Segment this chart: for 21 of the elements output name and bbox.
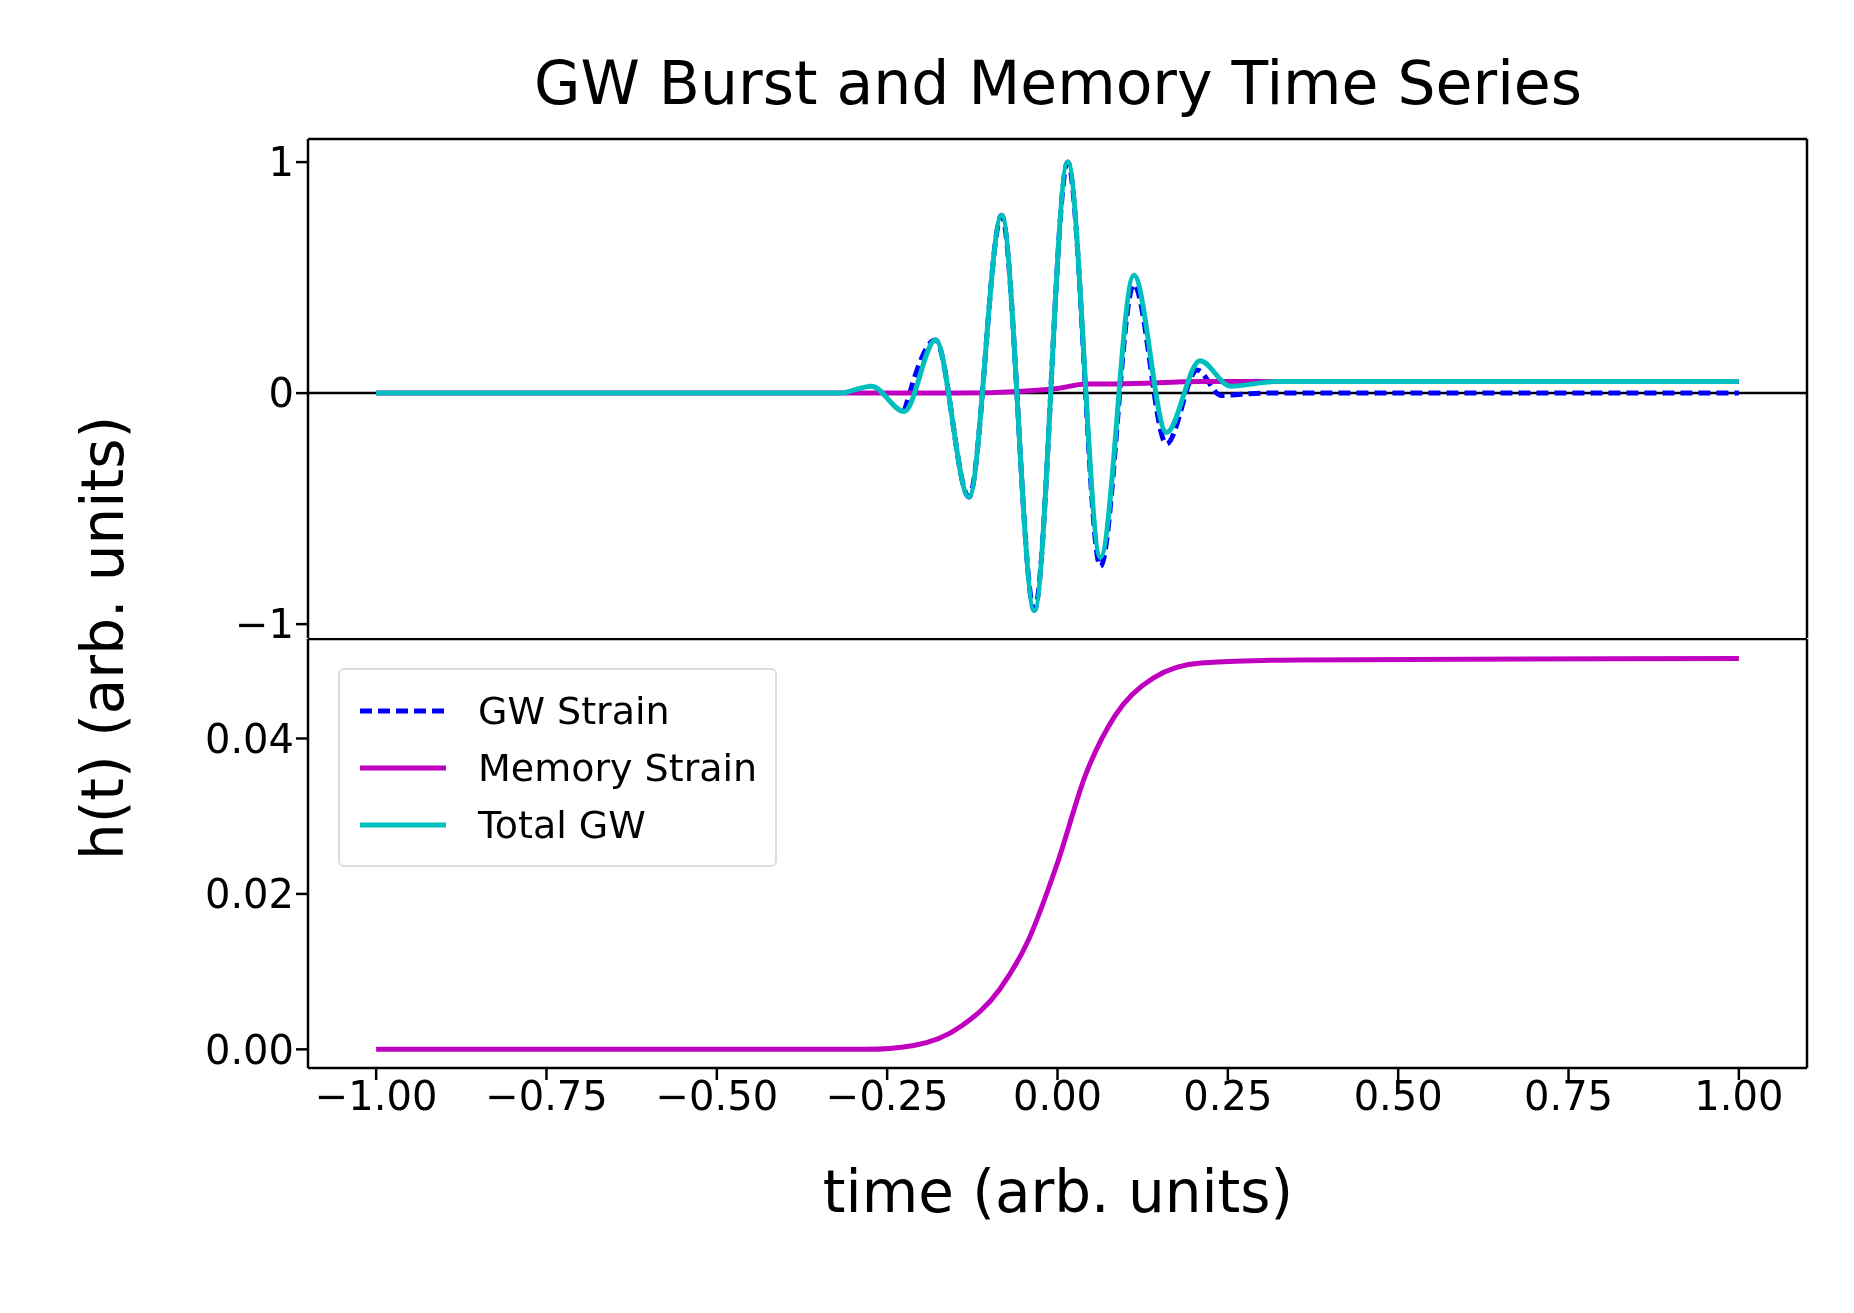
chart-title: GW Burst and Memory Time Series: [532, 48, 1584, 118]
legend-label: Total GW: [478, 802, 646, 847]
legend-label: GW Strain: [478, 688, 670, 733]
y-tick-label: 1: [268, 139, 294, 186]
x-tick-label: −1.00: [314, 1073, 438, 1120]
y-axis-title: h(t) (arb. units): [69, 415, 137, 861]
x-tick-label: 1.00: [1694, 1073, 1784, 1120]
x-tick-label: 0.00: [1012, 1073, 1103, 1120]
y-tick-label: 0.00: [204, 1026, 294, 1073]
x-tick-label: −0.25: [825, 1073, 949, 1120]
x-axis-title: time (arb. units): [821, 1158, 1295, 1226]
x-tick-label: 0.50: [1353, 1073, 1443, 1120]
x-tick-label: −0.75: [485, 1073, 608, 1120]
y-tick-label: 0.04: [204, 715, 294, 762]
legend-label: Memory Strain: [478, 745, 758, 790]
y-tick-label: 0.02: [204, 871, 294, 918]
y-tick-label: 0: [268, 370, 294, 417]
x-tick-label: 0.75: [1523, 1073, 1614, 1120]
x-tick-label: 0.25: [1183, 1073, 1273, 1120]
y-tick-label: −1: [235, 601, 294, 648]
x-tick-label: −0.50: [655, 1073, 779, 1120]
